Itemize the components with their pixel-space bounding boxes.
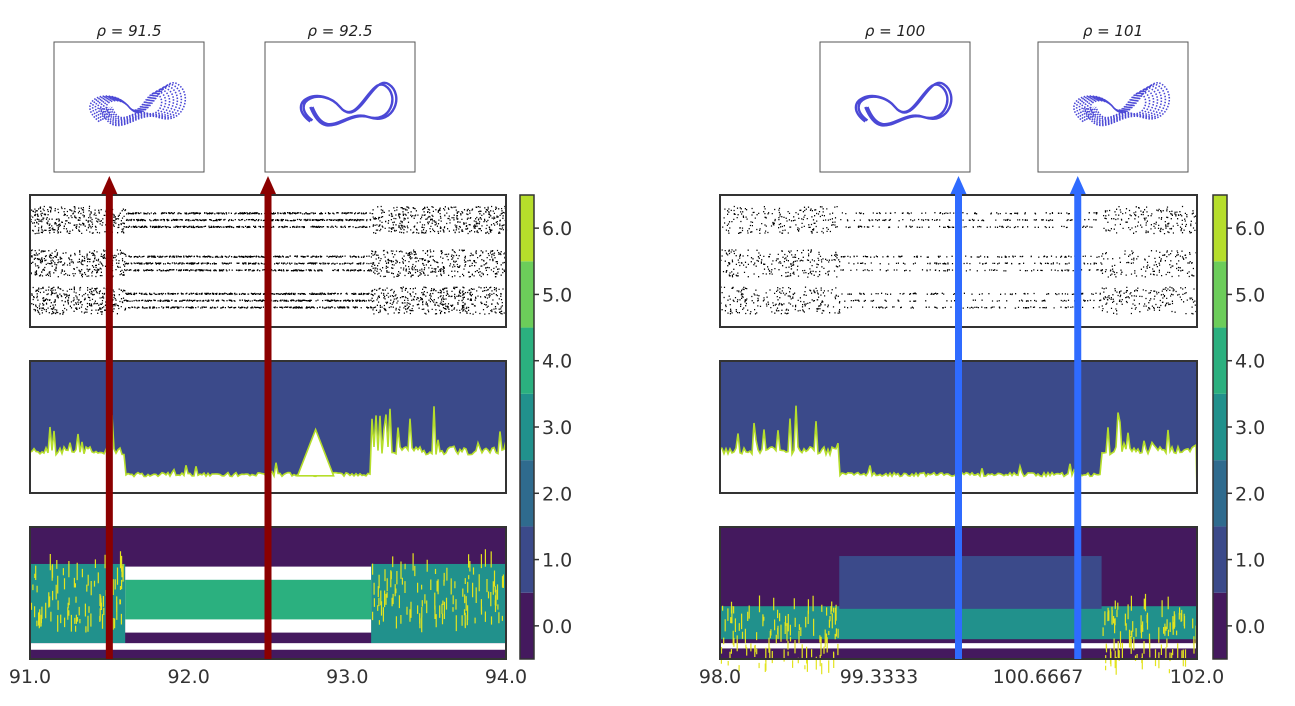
- colorbar-segment: [1213, 195, 1227, 262]
- colorbar-segment: [1213, 327, 1227, 394]
- colorbar-tick-label: 3.0: [542, 417, 572, 439]
- colorbar-segment: [520, 526, 534, 593]
- arrow-head: [101, 176, 118, 194]
- x-tick-label: 98.0: [699, 666, 741, 688]
- colorbar-tick-label: 6.0: [1235, 218, 1265, 240]
- mid-peak: [296, 427, 335, 477]
- colorbar-segment: [520, 195, 534, 262]
- orbit-point-cloud: [30, 205, 508, 315]
- inset-title: ρ = 91.5: [96, 22, 161, 40]
- x-tick-label: 100.6667: [993, 666, 1084, 688]
- colorbar-tick-label: 0.0: [1235, 616, 1265, 638]
- arrow-head: [1069, 176, 1086, 194]
- inset-title: ρ = 92.5: [307, 22, 372, 40]
- colorbar-segment: [1213, 526, 1227, 593]
- arrow-head: [260, 176, 276, 194]
- inset-title: ρ = 101: [1083, 22, 1143, 40]
- colorbar-segment: [520, 393, 534, 461]
- colorbar-tick-label: 0.0: [542, 616, 572, 638]
- colorbar-segment: [1213, 261, 1227, 328]
- inset-title: ρ = 100: [865, 22, 925, 40]
- orbit-point-cloud: [720, 205, 1198, 315]
- colorbar-tick-label: 2.0: [542, 483, 572, 505]
- inset-2: ρ = 100: [819, 22, 971, 173]
- bottom-spikes: [30, 549, 507, 633]
- orbit-points: [30, 205, 508, 315]
- arrow-head: [950, 176, 967, 194]
- right-colorbar: 0.0 1.0 2.0 3.0 4.0 5.0 6.0: [1212, 194, 1265, 660]
- colorbar-segment: [520, 327, 534, 394]
- x-tick-label: 102.0: [1170, 666, 1224, 688]
- colorbar-tick-label: 2.0: [1235, 483, 1265, 505]
- x-tick-label: 93.0: [326, 666, 368, 688]
- colorbar-tick-label: 1.0: [1235, 550, 1265, 572]
- left-colorbar: 0.0 1.0 2.0 3.0 4.0 5.0 6.0: [519, 194, 572, 660]
- colorbar-segment: [520, 460, 534, 527]
- x-tick-label: 99.3333: [840, 666, 919, 688]
- colorbar-segment: [1213, 460, 1227, 527]
- bottom-block: [839, 556, 1102, 609]
- x-tick-label: 92.0: [168, 666, 210, 688]
- bottom-green-band: [125, 579, 372, 620]
- colorbar-segment: [1213, 393, 1227, 461]
- colorbar-tick-label: 4.0: [542, 351, 572, 373]
- inset-3: ρ = 101: [1037, 22, 1189, 173]
- right-panel: 98.0 99.3333 100.6667 102.0 0.0 1.0 2.0 3.0 4.0…: [699, 194, 1265, 688]
- colorbar-tick-label: 4.0: [1235, 351, 1265, 373]
- colorbar-tick-label: 5.0: [542, 284, 572, 306]
- right-x-axis: 98.0 99.3333 100.6667 102.0: [699, 666, 1224, 688]
- colorbar-segment: [520, 592, 534, 659]
- inset-attractor: [854, 81, 953, 127]
- orbit-points: [720, 205, 1198, 315]
- colorbar-tick-label: 3.0: [1235, 417, 1265, 439]
- colorbar-tick-label: 1.0: [542, 550, 572, 572]
- colorbar-tick-label: 5.0: [1235, 284, 1265, 306]
- left-panel: 91.0 92.0 93.0 94.0 0.0 1.0 2.0 3.0 4.0 5.0 6.0: [9, 194, 572, 688]
- x-tick-label: 91.0: [9, 666, 51, 688]
- colorbar-tick-label: 6.0: [542, 218, 572, 240]
- x-tick-label: 94.0: [485, 666, 527, 688]
- arrows: [101, 176, 1086, 659]
- inset-0: ρ = 91.5: [53, 22, 205, 173]
- colorbar-segment: [1213, 592, 1227, 659]
- colorbar-segment: [520, 261, 534, 328]
- left-x-axis: 91.0 92.0 93.0 94.0: [9, 666, 527, 688]
- insets: ρ = 91.5 ρ = 92.5 ρ = 100 ρ = 101: [53, 22, 1189, 173]
- inset-1: ρ = 92.5: [264, 22, 416, 173]
- inset-attractor: [299, 81, 398, 127]
